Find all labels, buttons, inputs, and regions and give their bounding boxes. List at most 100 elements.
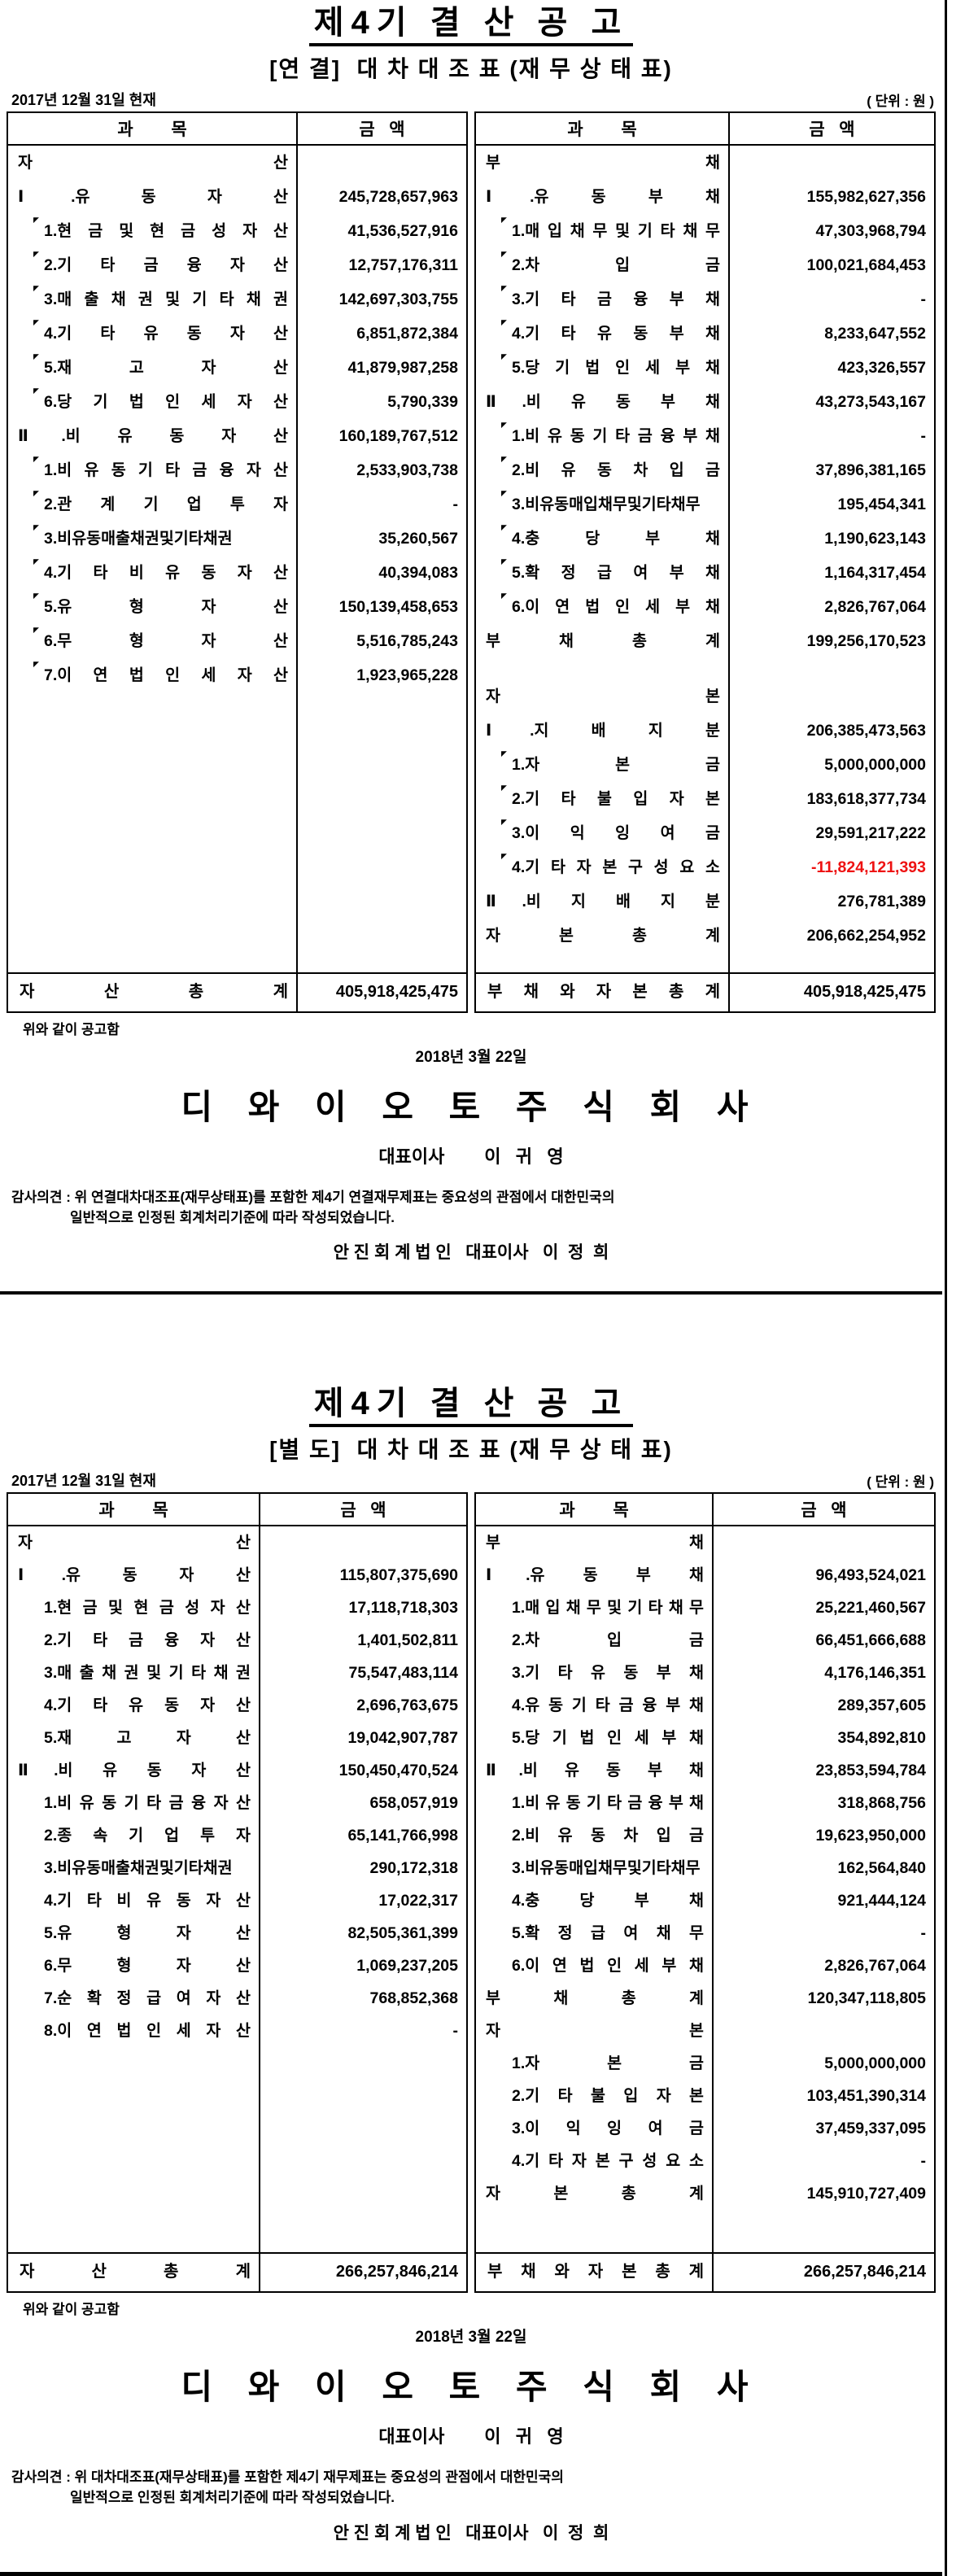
account-cell: 3.기 타 유 동 부 채 <box>476 1657 714 1690</box>
amount-cell: 290,172,318 <box>369 1859 458 1878</box>
table-row: 2.차 입 금 100,021,684,453 <box>476 248 934 282</box>
audit-opinion-line1: 감사의견 : 위 연결대차대조표(재무상태표)를 포함한 제4기 연결재무제표는… <box>11 1190 615 1205</box>
amount-cell: 75,547,483,114 <box>348 1664 458 1683</box>
auditor-line: 안 진 회 계 법 인 대표이사 이 정 희 <box>333 1243 609 1263</box>
amount-cell: 162,564,840 <box>837 1859 926 1878</box>
amount-cell: 25,221,460,567 <box>815 1599 926 1618</box>
table-row: 3.비유동매출채권및기타채권 35,260,567 <box>8 522 466 556</box>
table-row: 자 본 총 계 206,662,254,952 <box>476 919 934 953</box>
meta-row: 2017년 12월 31일 현재 ( 단위 : 원 ) <box>7 89 936 111</box>
amount-cell: 19,042,907,787 <box>347 1729 458 1748</box>
amount-cell: 1,190,623,143 <box>824 530 926 548</box>
account-cell: Ⅱ.비 유 동 자 산 <box>8 419 298 453</box>
amount-cell: 37,459,337,095 <box>815 2120 926 2138</box>
total-label: 부 채 와 자 본 총 계 <box>476 2254 714 2292</box>
account-cell: 1.매 입 채 무 및 기 타 채 무 <box>476 1591 714 1625</box>
table-row: 5.당 기 법 인 세 부 채 423,326,557 <box>476 351 934 385</box>
table-row: Ⅱ.비 유 동 부 채 43,273,543,167 <box>476 385 934 419</box>
audit-opinion-line2: 일반적으로 인정된 회계처리기준에 따라 작성되었습니다. <box>70 2489 395 2505</box>
table-row: 1.매 입 채 무 및 기 타 채 무 47,303,968,794 <box>476 214 934 248</box>
account-cell: 6.무 형 자 산 <box>8 1949 260 1983</box>
table-row: Ⅱ.비 유 동 자 산 150,450,470,524 <box>8 1754 466 1788</box>
table-row: 4.기 타 유 동 자 산 6,851,872,384 <box>8 317 466 351</box>
account-cell: 4.기 타 유 동 자 산 <box>8 1689 260 1722</box>
announcement-note: 위와 같이 공고함 <box>23 2302 120 2318</box>
account-cell: Ⅱ.비 유 동 자 산 <box>8 1754 260 1788</box>
amount-cell: 23,853,594,784 <box>815 1762 926 1780</box>
amount-cell: 65,141,766,998 <box>347 1827 458 1845</box>
account-cell: 5.확 정 급 여 채 무 <box>476 1917 714 1950</box>
account-cell: 7.이 연 법 인 세 자 산 <box>8 658 298 692</box>
amount-cell: 921,444,124 <box>837 1892 926 1910</box>
account-cell: Ⅱ.비 지 배 지 분 <box>476 884 730 919</box>
amount-cell: 160,189,767,512 <box>338 427 458 445</box>
table-row: 부 채 <box>476 1526 934 1560</box>
table-row: 부 채 총 계 199,256,170,523 <box>476 624 934 658</box>
account-cell: 6.무 형 자 산 <box>8 624 298 658</box>
table-row: Ⅰ.유 동 자 산 245,728,657,963 <box>8 180 466 214</box>
amount-cell: 43,273,543,167 <box>815 393 926 411</box>
account-cell: 부 채 <box>476 146 730 180</box>
table-row: Ⅱ.비 지 배 지 분 276,781,389 <box>476 884 934 919</box>
announcement-note: 위와 같이 공고함 <box>23 1022 120 1037</box>
amount-header: 금 액 <box>359 120 405 139</box>
amount-cell: -11,824,121,393 <box>811 858 926 876</box>
spacer-row <box>476 658 934 679</box>
amount-cell <box>714 2015 934 2047</box>
account-cell: 5.확 정 급 여 부 채 <box>476 556 730 590</box>
table-row: 부 채 총 계 120,347,118,805 <box>476 1982 934 2015</box>
amount-cell: - <box>452 2022 459 2041</box>
account-cell: 4.기 타 자 본 구 성 요 소 <box>476 2145 714 2178</box>
account-cell: Ⅰ.유 동 자 산 <box>8 180 298 214</box>
amount-cell: 206,385,473,563 <box>806 722 926 740</box>
account-cell: 7.순 확 정 급 여 자 산 <box>8 1982 260 2015</box>
table-row: 자 산 <box>8 146 466 180</box>
table-row: 3.기 타 금 융 부 채 - <box>476 282 934 317</box>
amount-cell: 120,347,118,805 <box>807 1989 926 2008</box>
account-cell: 4.기 타 비 유 동 자 산 <box>8 556 298 590</box>
table-row: 5.당 기 법 인 세 부 채 354,892,810 <box>476 1722 934 1755</box>
liabilities-rows: 부 채Ⅰ.유 동 부 채 155,982,627,356 1.매 입 채 무 및 기… <box>476 146 934 972</box>
table-row: 3.비유동매입채무및기타채무 195,454,341 <box>476 487 934 522</box>
ceo-line: 대표이사 이 귀 영 <box>378 1146 564 1167</box>
account-cell: 1.비 유 동 기 타 금 융 자 산 <box>8 1787 260 1820</box>
amount-cell: 66,451,666,688 <box>815 1631 926 1650</box>
account-cell: 4.기 타 비 유 동 자 산 <box>8 1884 260 1918</box>
total-label: 자 산 총 계 <box>8 974 298 1011</box>
table-row: 1.현 금 및 현 금 성 자 산 17,118,718,303 <box>8 1591 466 1625</box>
table-row: 2.종 속 기 업 투 자 65,141,766,998 <box>8 1819 466 1853</box>
account-cell: 4.충 당 부 채 <box>476 1884 714 1918</box>
doc-subtitle: [별 도] 대 차 대 조 표 (재 무 상 태 표) <box>269 1437 673 1463</box>
doc-title: 제4기 결 산 공 고 <box>308 1386 634 1428</box>
table-row: 5.확 정 급 여 부 채 1,164,317,454 <box>476 556 934 590</box>
amount-cell: 82,505,361,399 <box>347 1924 458 1943</box>
table-row: 자 산 <box>8 1526 466 1560</box>
amount-cell: 1,069,237,205 <box>356 1957 458 1976</box>
doc-subtitle: [연 결] 대 차 대 조 표 (재 무 상 태 표) <box>269 56 673 81</box>
table-row: 4.기 타 비 유 동 자 산 40,394,083 <box>8 556 466 590</box>
table-header: 과 목 금 액 <box>476 113 934 146</box>
liabilities-half: 과 목 금 액 부 채 Ⅰ.유 동 부 채 96,493,524,021 1.매 입 … <box>474 1492 936 2294</box>
table-row: Ⅰ.유 동 자 산 115,807,375,690 <box>8 1559 466 1592</box>
account-cell: 2.종 속 기 업 투 자 <box>8 1819 260 1853</box>
amount-cell: 17,022,317 <box>378 1892 458 1910</box>
filler-account-cell <box>476 2210 714 2253</box>
table-row: 4.충 당 부 채 921,444,124 <box>476 1884 934 1918</box>
table-row: 4.기 타 유 동 부 채 8,233,647,552 <box>476 317 934 351</box>
page-right-rule <box>945 0 947 2576</box>
account-header: 과 목 <box>476 1494 714 1526</box>
account-cell <box>476 658 730 679</box>
amount-cell: 245,728,657,963 <box>338 188 458 206</box>
liabilities-total-row: 부 채 와 자 본 총 계 266,257,846,214 <box>476 2252 934 2292</box>
account-cell: 5.재 고 자 산 <box>8 351 298 385</box>
table-row: 5.확 정 급 여 채 무 - <box>476 1917 934 1950</box>
account-cell: 5.당 기 법 인 세 부 채 <box>476 1722 714 1755</box>
amount-cell: 2,696,763,675 <box>356 1696 458 1715</box>
account-cell: 2.차 입 금 <box>476 1624 714 1657</box>
table-row: 2.기 타 불 입 자 본 183,618,377,734 <box>476 782 934 816</box>
account-cell: 부 채 <box>476 1526 714 1560</box>
table-row: 2.관 계 기 업 투 자 - <box>8 487 466 522</box>
filler-account-cell <box>8 2047 260 2253</box>
table-row: 4.기 타 자 본 구 성 요 소 -11,824,121,393 <box>476 850 934 884</box>
account-cell: 2.기 타 불 입 자 본 <box>476 782 730 816</box>
